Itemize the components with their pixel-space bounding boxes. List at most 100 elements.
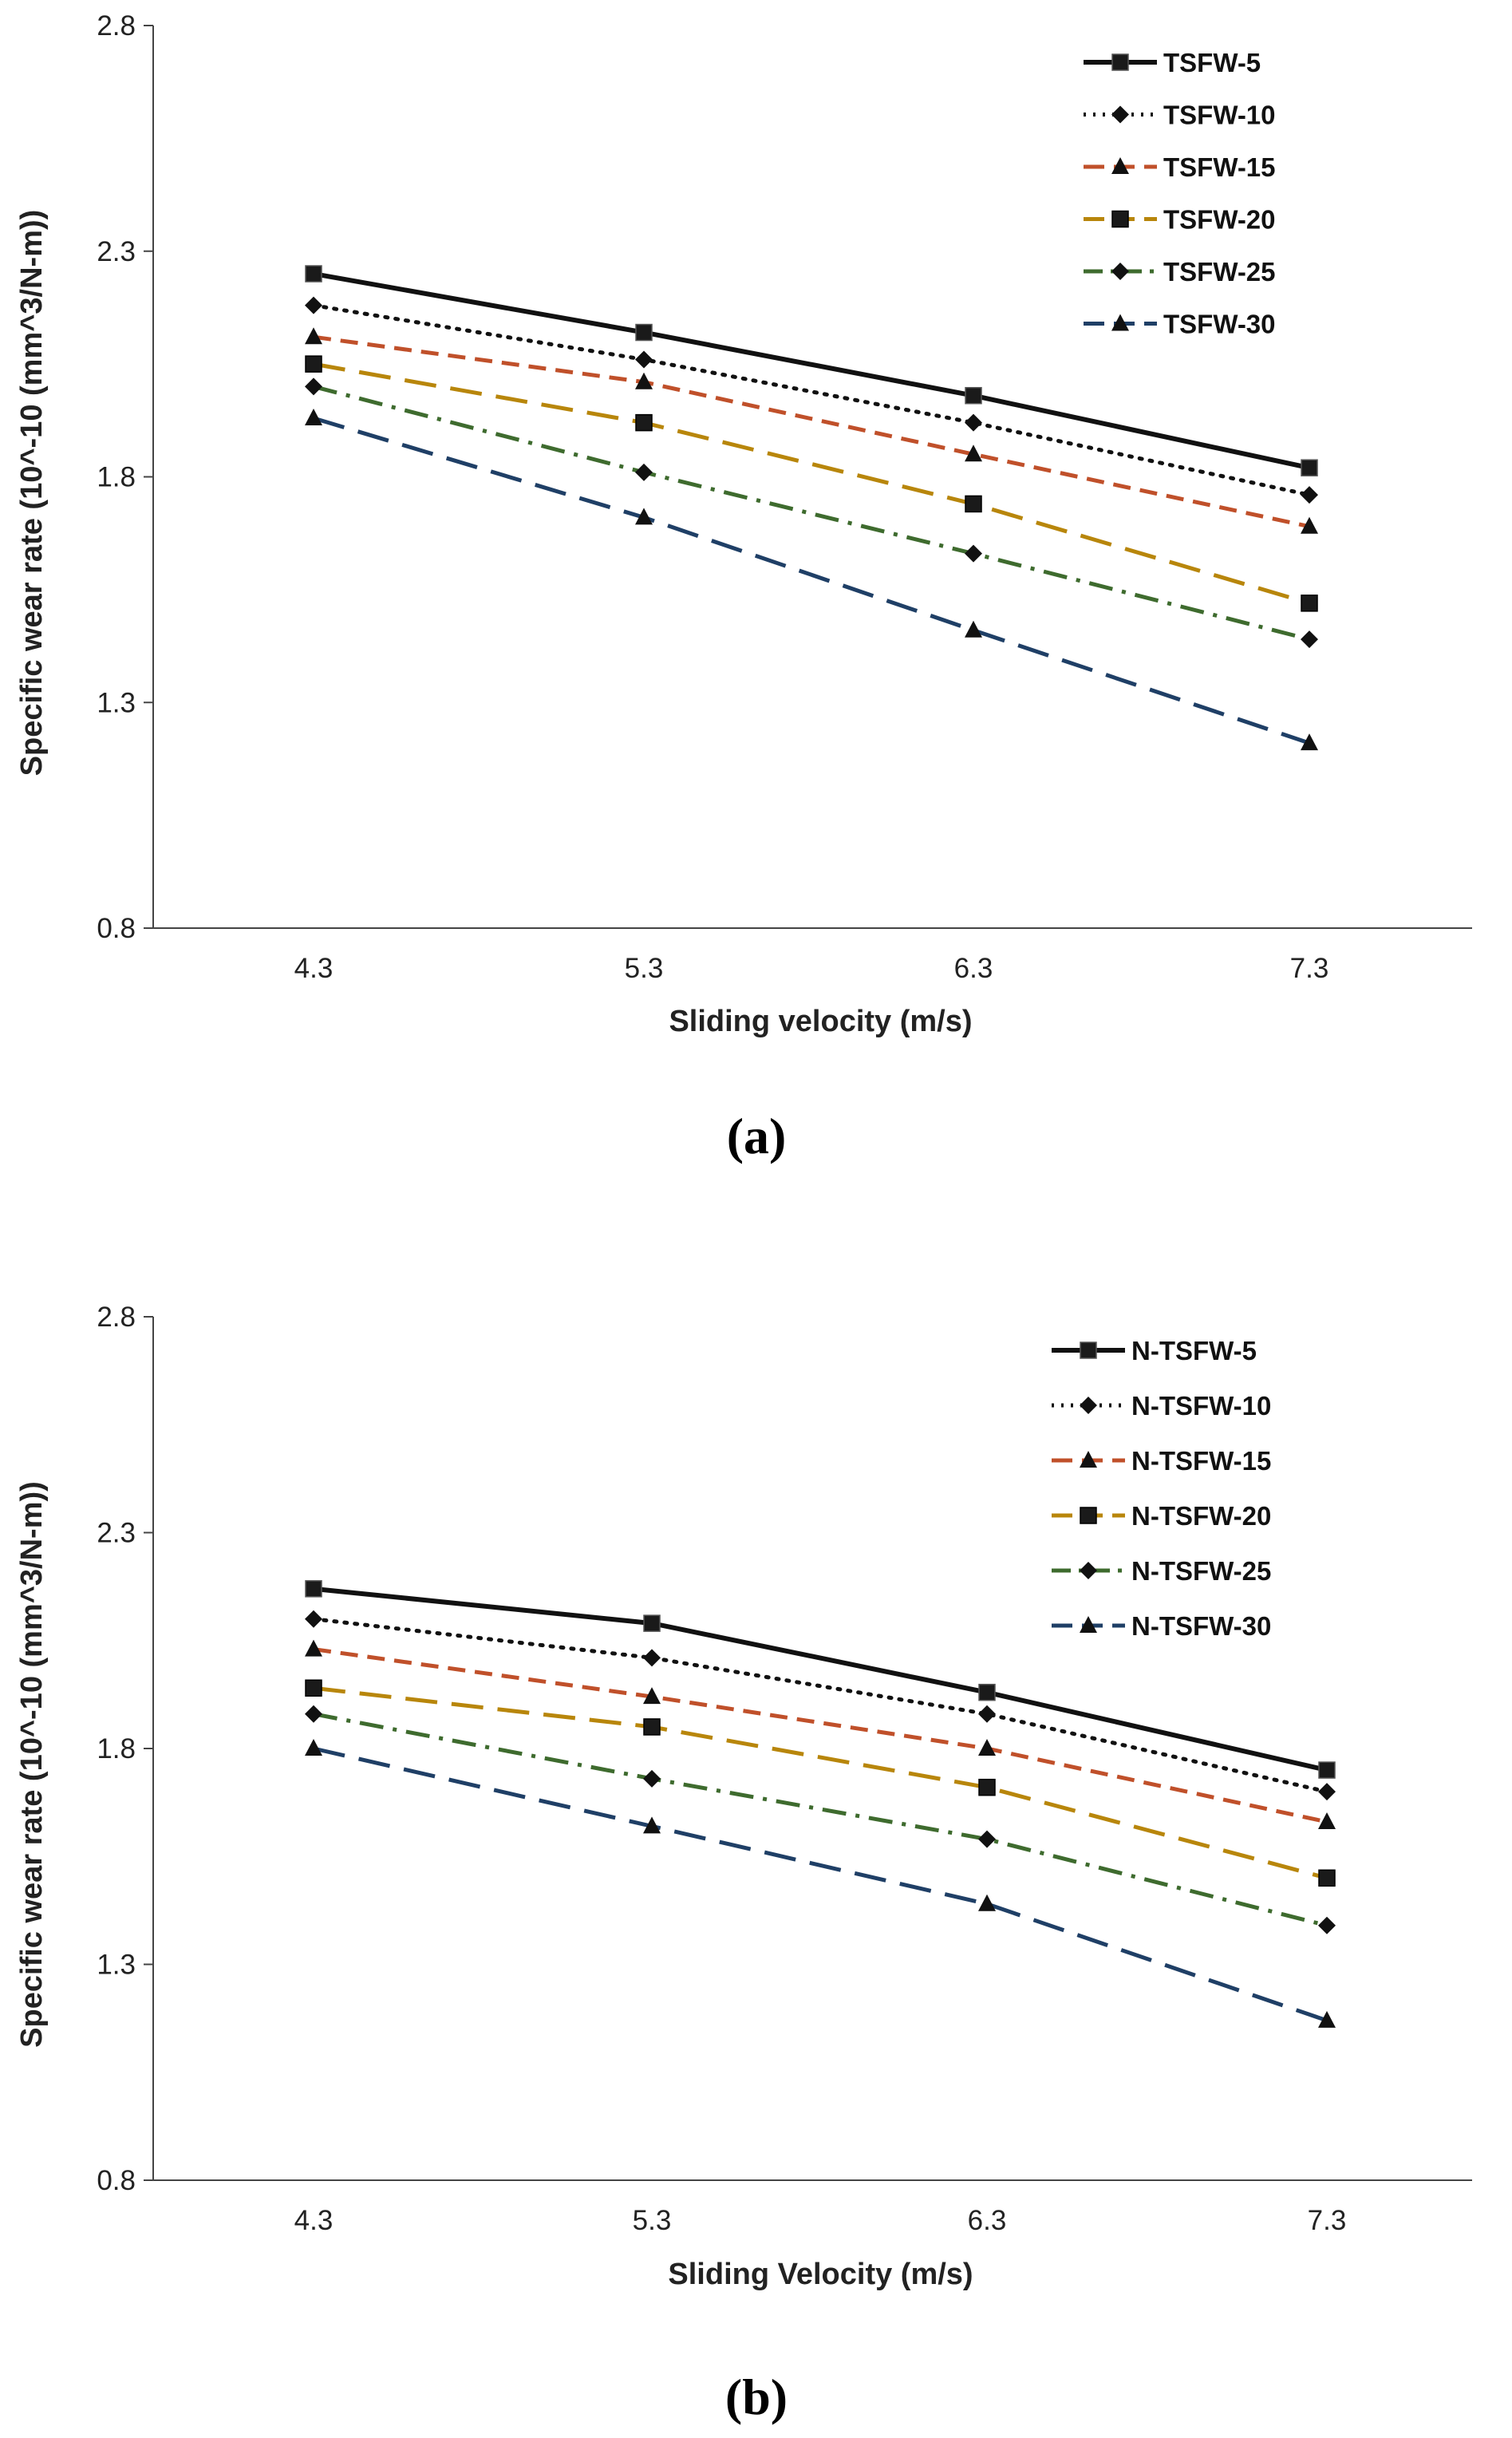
data-point-tsfw-10 bbox=[635, 350, 653, 369]
y-tick-label: 1.8 bbox=[97, 1733, 136, 1764]
data-point-tsfw-15 bbox=[965, 445, 982, 462]
data-point-tsfw-20 bbox=[635, 413, 653, 432]
series-line-tsfw-20 bbox=[313, 362, 1310, 606]
series-line-tsfw-10 bbox=[311, 303, 1312, 497]
legend-marker bbox=[1111, 105, 1129, 124]
legend-item: TSFW-20 bbox=[1084, 205, 1276, 235]
y-tick-label: 2.3 bbox=[97, 236, 136, 267]
data-point-n-tsfw-15 bbox=[978, 1739, 996, 1756]
data-point-n-tsfw-30 bbox=[643, 1816, 661, 1834]
y-tick-label: 2.8 bbox=[97, 10, 136, 41]
legend-label: TSFW-30 bbox=[1163, 310, 1276, 339]
legend-marker bbox=[1111, 263, 1129, 280]
data-point-n-tsfw-20 bbox=[643, 1718, 661, 1736]
legend-marker bbox=[1080, 1507, 1097, 1524]
y-tick-label: 1.8 bbox=[97, 462, 136, 493]
data-point-tsfw-20 bbox=[305, 355, 322, 373]
legend-label: TSFW-5 bbox=[1163, 48, 1261, 77]
y-axis-title: Specific wear rate (10^-10 (mm^3/N-m)) bbox=[15, 1481, 49, 2048]
data-point-tsfw-30 bbox=[305, 408, 322, 425]
legend-marker bbox=[1111, 314, 1129, 331]
data-point-n-tsfw-15 bbox=[1318, 1812, 1336, 1829]
legend-item: N-TSFW-15 bbox=[1052, 1446, 1271, 1476]
data-point-tsfw-5 bbox=[635, 323, 653, 342]
data-point-tsfw-10 bbox=[1301, 486, 1318, 504]
panel-label-b: (b) bbox=[725, 2369, 788, 2425]
chart-panel-b: 0.8 1.3 1.8 2.3 2.8 4.3 5.3 6.3 7.3 Sliding Vel… bbox=[15, 1302, 1472, 2425]
data-point-n-tsfw-10 bbox=[1318, 1783, 1336, 1801]
legend-marker bbox=[1111, 53, 1129, 71]
x-axis-title: Sliding velocity (m/s) bbox=[669, 1005, 972, 1038]
data-point-n-tsfw-10 bbox=[643, 1649, 661, 1667]
y-tick-label: 0.8 bbox=[97, 913, 136, 944]
data-point-tsfw-5 bbox=[1301, 459, 1318, 476]
legend-label: TSFW-10 bbox=[1163, 101, 1276, 130]
legend-item: N-TSFW-5 bbox=[1052, 1336, 1257, 1365]
data-point-n-tsfw-20 bbox=[305, 1679, 322, 1697]
y-tick-label: 1.3 bbox=[97, 1950, 136, 1981]
series-line-n-tsfw-25 bbox=[313, 1712, 1328, 1928]
data-point-tsfw-5 bbox=[305, 265, 322, 283]
series-line-tsfw-15 bbox=[313, 334, 1310, 529]
data-point-n-tsfw-10 bbox=[978, 1705, 996, 1723]
data-point-n-tsfw-20 bbox=[978, 1778, 996, 1796]
y-tick-label: 2.3 bbox=[97, 1518, 136, 1549]
legend-item: TSFW-25 bbox=[1084, 257, 1276, 286]
y-tick-label: 2.8 bbox=[97, 1302, 136, 1333]
x-tick-label: 4.3 bbox=[294, 2205, 334, 2236]
x-tick-label: 5.3 bbox=[633, 2205, 672, 2236]
data-point-n-tsfw-20 bbox=[1318, 1869, 1336, 1887]
legend-marker bbox=[1080, 1616, 1097, 1633]
data-point-n-tsfw-15 bbox=[305, 1639, 322, 1657]
series-layer bbox=[305, 265, 1318, 751]
data-point-n-tsfw-15 bbox=[643, 1687, 661, 1705]
data-point-tsfw-10 bbox=[305, 296, 322, 314]
data-point-tsfw-25 bbox=[635, 463, 653, 481]
data-point-tsfw-20 bbox=[1301, 595, 1318, 612]
data-point-tsfw-30 bbox=[1301, 733, 1318, 751]
legend-label: TSFW-15 bbox=[1163, 152, 1276, 182]
legend-marker bbox=[1080, 1562, 1097, 1579]
data-point-tsfw-20 bbox=[965, 495, 982, 513]
data-point-tsfw-5 bbox=[965, 386, 982, 405]
data-point-n-tsfw-5 bbox=[978, 1683, 996, 1701]
legend-item: TSFW-30 bbox=[1084, 310, 1276, 339]
x-tick-label: 7.3 bbox=[1290, 953, 1329, 984]
legend-item: TSFW-5 bbox=[1084, 48, 1261, 77]
x-axis-title: Sliding Velocity (m/s) bbox=[668, 2258, 973, 2291]
data-point-tsfw-25 bbox=[965, 544, 982, 563]
legend-marker bbox=[1080, 1341, 1097, 1359]
legend-marker bbox=[1111, 157, 1129, 174]
legend-label: TSFW-20 bbox=[1163, 205, 1276, 235]
legend-label: N-TSFW-30 bbox=[1131, 1611, 1271, 1641]
legend-label: N-TSFW-25 bbox=[1131, 1556, 1271, 1586]
series-line-n-tsfw-30 bbox=[313, 1746, 1328, 2023]
legend-marker bbox=[1080, 1451, 1097, 1468]
data-point-tsfw-25 bbox=[1301, 630, 1318, 649]
data-point-tsfw-30 bbox=[635, 508, 653, 525]
series-line-tsfw-30 bbox=[313, 416, 1310, 745]
x-tick-label: 7.3 bbox=[1308, 2205, 1347, 2236]
data-point-n-tsfw-5 bbox=[643, 1614, 661, 1632]
data-point-n-tsfw-25 bbox=[305, 1705, 322, 1723]
data-point-n-tsfw-10 bbox=[305, 1610, 322, 1628]
data-point-n-tsfw-30 bbox=[1318, 2010, 1336, 2028]
y-tick-labels: 0.8 1.3 1.8 2.3 2.8 bbox=[97, 1302, 153, 2196]
data-point-tsfw-15 bbox=[1301, 516, 1318, 534]
series-line-n-tsfw-20 bbox=[313, 1685, 1328, 1880]
data-point-tsfw-10 bbox=[965, 413, 982, 432]
y-axis-title: Specific wear rate (10^-10 (mm^3/N-m)) bbox=[15, 210, 49, 776]
x-tick-label: 6.3 bbox=[968, 2205, 1007, 2236]
legend-marker bbox=[1111, 210, 1129, 228]
chart-panel-a: 0.8 1.3 1.8 2.3 2.8 4.3 5.3 6.3 7.3 Sliding vel… bbox=[15, 10, 1472, 1164]
y-tick-label: 0.8 bbox=[97, 2165, 136, 2196]
data-point-n-tsfw-25 bbox=[643, 1769, 661, 1788]
data-point-tsfw-30 bbox=[965, 620, 982, 638]
legend: TSFW-5 TSFW-10 TSFW-15 TSFW-20 TSFW-25 TSFW-3… bbox=[1084, 48, 1276, 339]
series-line-n-tsfw-15 bbox=[313, 1647, 1328, 1824]
series-line-tsfw-25 bbox=[313, 384, 1310, 642]
series-line-tsfw-5 bbox=[313, 271, 1310, 471]
data-point-n-tsfw-30 bbox=[305, 1739, 322, 1756]
data-point-tsfw-25 bbox=[305, 377, 322, 396]
